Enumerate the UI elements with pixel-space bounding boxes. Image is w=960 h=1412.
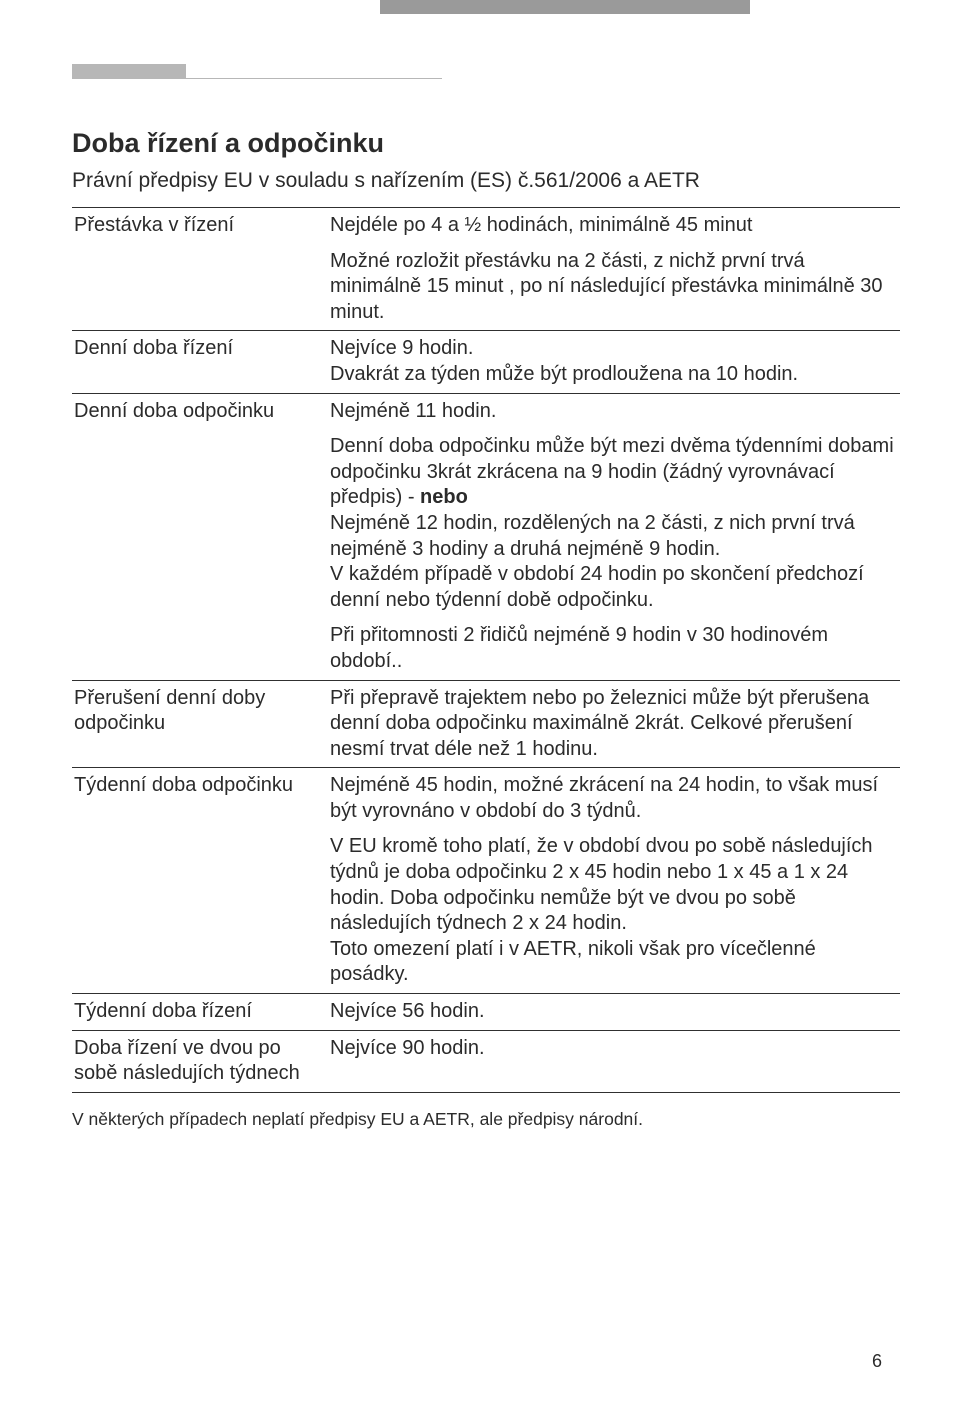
row-label: Přestávka v řízení [72, 208, 328, 331]
row-value: Nejvíce 9 hodin.Dvakrát za týden může bý… [328, 331, 900, 393]
paragraph: Nejméně 45 hodin, možné zkrácení na 24 h… [330, 773, 894, 824]
row-label: Týdenní doba řízení [72, 994, 328, 1031]
paragraph: Při přepravě trajektem nebo po železnici… [330, 686, 894, 763]
regulations-table: Přestávka v řízeníNejdéle po 4 a ½ hodin… [72, 207, 900, 1093]
page-subtitle: Právní předpisy EU v souladu s nařízením… [72, 169, 900, 193]
table-row: Denní doba odpočinkuNejméně 11 hodin. Den… [72, 393, 900, 680]
table-row: Doba řízení ve dvou po sobě následujích … [72, 1030, 900, 1092]
row-value: Nejméně 45 hodin, možné zkrácení na 24 h… [328, 768, 900, 994]
paragraph: Denní doba odpočinku může být mezi dvěma… [330, 434, 894, 613]
decorative-bar-small [72, 64, 186, 78]
row-label: Doba řízení ve dvou po sobě následujích … [72, 1030, 328, 1092]
row-label: Týdenní doba odpočinku [72, 768, 328, 994]
row-value: Nejméně 11 hodin. Denní doba odpočinku mů… [328, 393, 900, 680]
paragraph: Možné rozložit přestávku na 2 části, z n… [330, 249, 894, 326]
row-label: Denní doba odpočinku [72, 393, 328, 680]
page-number: 6 [872, 1351, 882, 1372]
table-row: Týdenní doba řízeníNejvíce 56 hodin. [72, 994, 900, 1031]
decorative-bar-line [72, 78, 442, 79]
paragraph: Nejvíce 90 hodin. [330, 1036, 894, 1062]
page-title: Doba řízení a odpočinku [72, 128, 900, 159]
row-value: Nejvíce 90 hodin. [328, 1030, 900, 1092]
row-value: Nejdéle po 4 a ½ hodinách, minimálně 45 … [328, 208, 900, 331]
row-label: Denní doba řízení [72, 331, 328, 393]
document-page: Doba řízení a odpočinku Právní předpisy … [0, 0, 960, 1412]
row-label: Přerušení denní doby odpočinku [72, 680, 328, 768]
table-row: Přestávka v řízeníNejdéle po 4 a ½ hodin… [72, 208, 900, 331]
paragraph: Nejvíce 56 hodin. [330, 999, 894, 1025]
table-row: Týdenní doba odpočinkuNejméně 45 hodin, … [72, 768, 900, 994]
content-area: Doba řízení a odpočinku Právní předpisy … [72, 0, 900, 1130]
paragraph: Nejvíce 9 hodin.Dvakrát za týden může bý… [330, 336, 894, 387]
paragraph: Nejdéle po 4 a ½ hodinách, minimálně 45 … [330, 213, 894, 239]
row-value: Při přepravě trajektem nebo po železnici… [328, 680, 900, 768]
table-row: Přerušení denní doby odpočinkuPři přepra… [72, 680, 900, 768]
footnote: V některých případech neplatí předpisy E… [72, 1109, 900, 1130]
bold-word: nebo [420, 486, 468, 508]
table-row: Denní doba řízeníNejvíce 9 hodin.Dvakrát… [72, 331, 900, 393]
paragraph: V EU kromě toho platí, že v období dvou … [330, 834, 894, 988]
decorative-bar-top [380, 0, 750, 14]
paragraph: Při přitomnosti 2 řidičů nejméně 9 hodin… [330, 623, 894, 674]
paragraph: Nejméně 11 hodin. [330, 399, 894, 425]
row-value: Nejvíce 56 hodin. [328, 994, 900, 1031]
